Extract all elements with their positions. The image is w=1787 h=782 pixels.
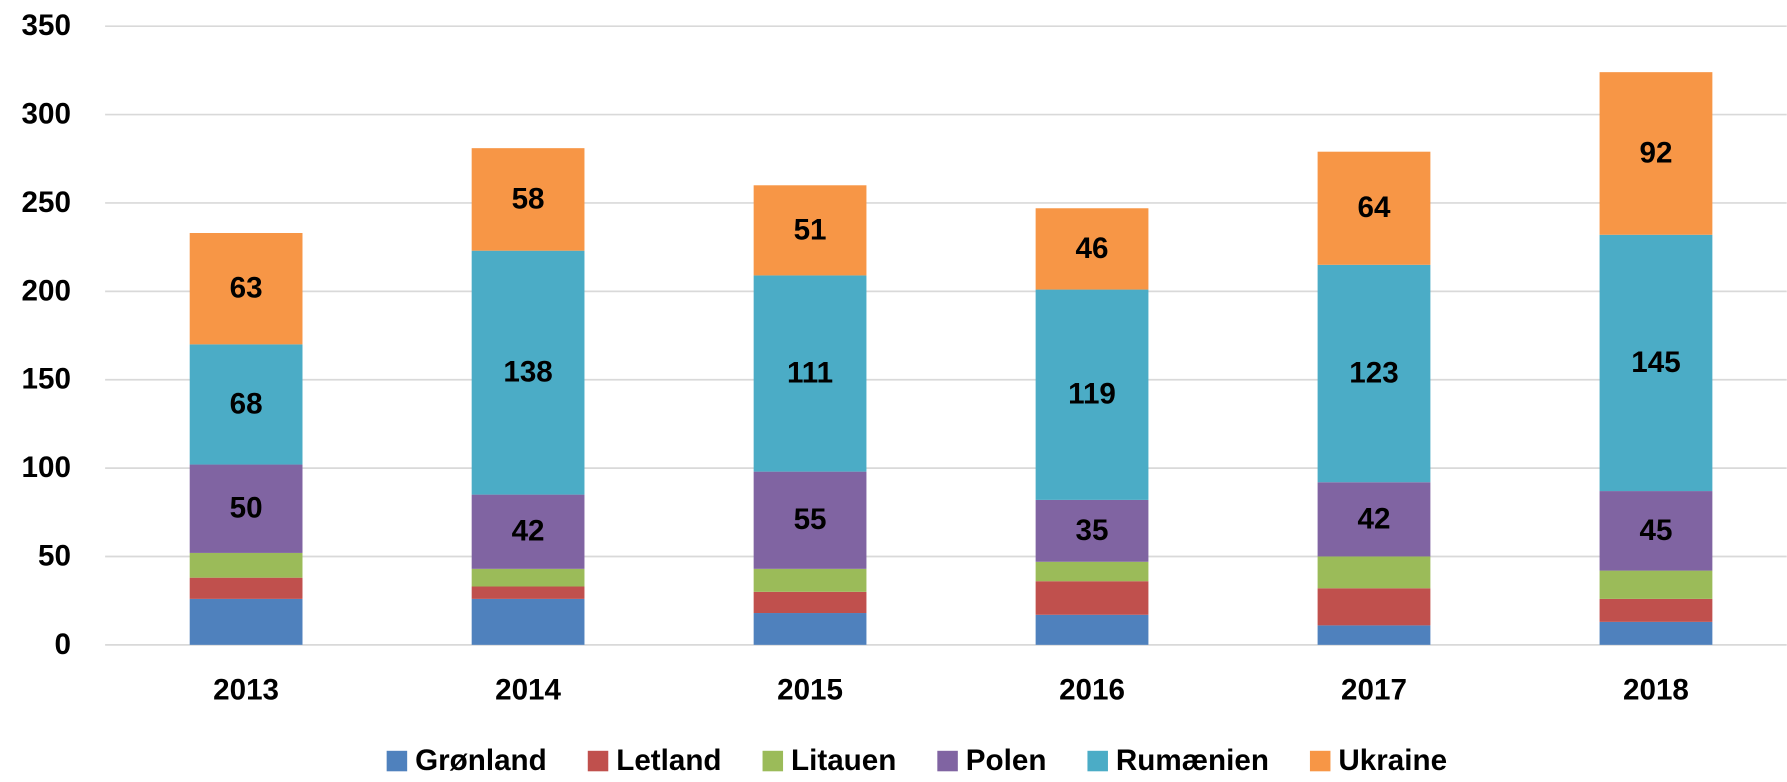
data-label: 92: [1640, 136, 1673, 169]
x-tick-label: 2015: [777, 673, 843, 706]
bar-segment: [189, 598, 303, 645]
legend-item: Litauen: [762, 744, 896, 777]
legend-swatch: [386, 750, 408, 772]
legend-swatch: [937, 750, 958, 772]
data-label: 46: [1076, 232, 1109, 265]
legend-item: Rumænien: [1087, 744, 1269, 777]
x-tick-label: 2013: [213, 673, 279, 706]
bar-segment: [1317, 556, 1431, 589]
bar-segment: [1317, 588, 1431, 626]
legend-label: Letland: [616, 744, 721, 777]
data-label: 68: [230, 387, 263, 420]
legend-item: Letland: [587, 744, 722, 777]
y-tick-label: 300: [22, 98, 71, 131]
data-label: 64: [1358, 191, 1391, 224]
legend-swatch: [1087, 750, 1108, 772]
bar-segment: [1035, 561, 1149, 582]
bar-segment: [471, 494, 585, 569]
bar-segment: [1599, 570, 1713, 599]
legend-item: Polen: [937, 744, 1046, 777]
legend-item: Ukraine: [1309, 744, 1447, 777]
legend-label: Ukraine: [1338, 744, 1447, 777]
y-tick-label: 350: [22, 9, 71, 42]
x-tick-label: 2014: [495, 673, 561, 706]
y-tick-label: 0: [54, 628, 70, 661]
y-tick-label: 100: [22, 451, 71, 484]
bar-segment: [753, 471, 867, 569]
bar-segment: [471, 598, 585, 645]
bar-segment: [753, 275, 867, 472]
data-label: 119: [1068, 378, 1116, 411]
bar-segment: [189, 344, 303, 465]
bar-segment: [1599, 491, 1713, 571]
data-label: 42: [512, 515, 545, 548]
bar-segment: [189, 464, 303, 553]
x-tick-label: 2017: [1341, 673, 1407, 706]
data-label: 58: [512, 182, 545, 215]
bar-segment: [1599, 598, 1713, 622]
bar-segment: [753, 591, 867, 614]
bar-segment: [753, 185, 867, 276]
bar-segment: [189, 552, 303, 578]
legend: Grønland Letland Litauen Polen Rumænien Ukrai…: [386, 744, 1447, 777]
data-label: 145: [1631, 346, 1680, 379]
bar-segment: [1317, 482, 1431, 557]
data-label: 35: [1076, 514, 1109, 547]
bar-segment: [753, 613, 867, 645]
bar-segment: [189, 233, 303, 345]
bar-segment: [189, 577, 303, 599]
bar-segment: [471, 148, 585, 251]
legend-label: Rumænien: [1116, 744, 1269, 777]
y-tick-label: 50: [38, 539, 71, 572]
bar-segment: [1035, 499, 1149, 562]
legend-item: Grønland: [386, 744, 547, 777]
data-label: 111: [787, 356, 833, 389]
legend-label: Polen: [966, 744, 1047, 777]
data-label: 45: [1640, 514, 1673, 547]
bar-segment: [1035, 208, 1149, 290]
bar-segment: [1599, 234, 1713, 492]
legend-swatch: [587, 750, 609, 772]
bar-segment: [1599, 621, 1713, 645]
x-tick-label: 2016: [1059, 673, 1125, 706]
data-label: 50: [230, 492, 263, 525]
bar-segment: [471, 568, 585, 587]
bar-segment: [753, 568, 867, 592]
bar-segment: [1317, 264, 1431, 483]
y-tick-label: 200: [22, 274, 71, 307]
data-label: 138: [503, 356, 552, 389]
x-tick-label: 2018: [1623, 673, 1689, 706]
bar-segment: [1317, 625, 1431, 645]
data-label: 42: [1358, 502, 1391, 535]
data-label: 123: [1349, 356, 1398, 389]
data-label: 55: [794, 503, 827, 536]
legend-label: Litauen: [791, 744, 896, 777]
legend-swatch: [1309, 750, 1331, 772]
bar-segment: [1035, 614, 1149, 645]
bar-segment: [1035, 581, 1149, 615]
legend-label: Grønland: [415, 744, 547, 777]
bar-segment: [471, 586, 585, 599]
legend-swatch: [762, 750, 784, 772]
bar-segment: [1035, 289, 1149, 500]
data-label: 51: [794, 213, 827, 246]
data-label: 63: [230, 272, 263, 305]
y-tick-label: 150: [22, 363, 71, 396]
y-tick-label: 250: [22, 186, 71, 219]
bar-segment: [1317, 151, 1431, 265]
bar-segment: [1599, 72, 1713, 235]
bar-segment: [471, 250, 585, 495]
